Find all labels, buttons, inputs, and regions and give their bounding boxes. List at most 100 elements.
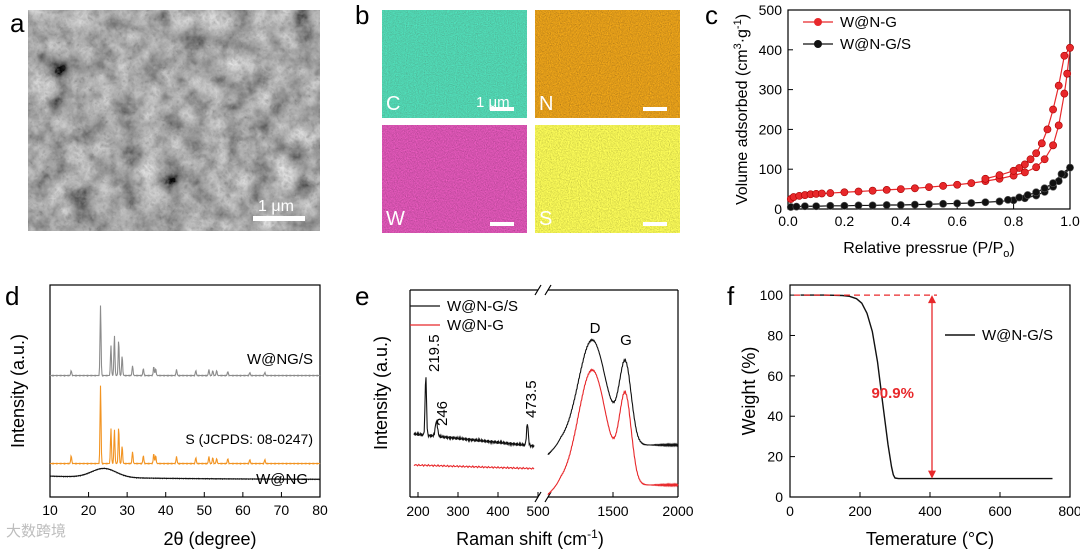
x-axis-label-c: Relative pressrue (P/Po) (843, 240, 1015, 260)
data-point-c (896, 185, 905, 193)
y-tick-label-f: 20 (767, 449, 783, 465)
data-point-c (1026, 155, 1035, 164)
x-tick-label-d: 50 (196, 502, 212, 518)
legend-marker-c (814, 40, 822, 48)
data-point-c (981, 174, 990, 183)
eds-map-n (535, 10, 680, 118)
x-tick-label-e: 2000 (662, 503, 693, 519)
data-point-c (1023, 191, 1032, 199)
y-tick-label-c: 0 (774, 201, 782, 217)
data-point-c (911, 184, 919, 193)
x-axis-label-end-c: ) (1009, 240, 1014, 257)
x-tick-label-f: 600 (988, 503, 1012, 519)
series-line-d-1 (49, 385, 321, 466)
x-axis-label-sup-e: -1 (587, 527, 598, 541)
series-line-e-left-0 (413, 377, 535, 449)
data-point-c (840, 188, 849, 197)
data-point-c (1009, 166, 1018, 175)
data-point-c (967, 199, 976, 207)
sem-image-a (28, 10, 320, 231)
y-tick-label-c: 100 (759, 161, 783, 177)
y-tick-label-c: 400 (759, 42, 783, 58)
chart-d: 10 20 30 40 50 60 70 80 2θ (degree) Intensity (a.… (8, 284, 328, 549)
axis-break-mark-e (544, 284, 552, 296)
panel-label-c: c (705, 0, 718, 30)
x-tick-label-c: 0.0 (778, 213, 798, 229)
y-tick-label-c: 200 (759, 121, 783, 137)
chart-c: 0.0 0.2 0.4 0.6 0.8 1.0 0 100 200 300 400 500 Relati… (732, 2, 1080, 260)
x-axis-label-e: Raman shift (cm-1) (456, 527, 604, 549)
data-point-c (925, 200, 933, 209)
data-point-c (1020, 168, 1029, 177)
x-axis-label-f: Temerature (°C) (866, 529, 994, 549)
panel-label-e: e (355, 281, 369, 311)
data-point-c (953, 199, 962, 208)
data-point-c (1054, 81, 1063, 90)
eds-scale-bar-label: 1 μm (476, 94, 510, 111)
data-point-c (925, 183, 933, 192)
data-point-c (995, 197, 1004, 206)
eds-label-w: W (386, 208, 405, 230)
data-point-c (826, 189, 835, 197)
x-tick-label-f: 0 (786, 503, 794, 519)
eds-scale-bar-s (643, 222, 667, 226)
data-point-c (911, 200, 919, 209)
y-tick-label-f: 0 (775, 489, 783, 505)
data-point-c (1004, 195, 1012, 204)
y-axis-label-end-c: ) (734, 14, 751, 19)
series-line-c-0 (790, 45, 1071, 200)
axis-break-mark-e (544, 491, 552, 503)
data-point-c (1032, 163, 1041, 172)
y-axis-label-f: Weight (%) (739, 347, 759, 436)
data-point-c (1049, 179, 1057, 188)
y-axis-label-d: Intensity (a.u.) (8, 334, 28, 448)
annotation-d-2: S (JCPDS: 08-0247) (185, 431, 313, 447)
data-point-c (854, 187, 863, 196)
x-tick-label-f: 200 (848, 503, 872, 519)
axis-break-mark-e (534, 284, 542, 296)
sem-texture (28, 10, 320, 231)
eds-map-s (535, 125, 680, 233)
annotation-d-1: W@NG/S (247, 351, 313, 368)
x-tick-label-d: 40 (158, 502, 174, 518)
data-point-c (953, 180, 962, 189)
x-tick-label-d: 10 (42, 502, 58, 518)
x-axis-label-d: 2θ (degree) (163, 529, 256, 549)
eds-scale-bar-c (490, 107, 514, 111)
data-point-c (1066, 163, 1074, 172)
eds-label-c: C (386, 93, 400, 115)
series-line-e-right-1 (547, 368, 679, 496)
x-tick-label-d: 80 (312, 502, 328, 518)
x-tick-label-e: 300 (446, 503, 470, 519)
data-point-c (801, 202, 809, 211)
legend-label-e: W@N-G (447, 317, 504, 334)
data-point-c (896, 201, 905, 209)
series-line-e-left-1 (413, 463, 535, 471)
data-point-c (1054, 121, 1063, 130)
series-line-d-2 (49, 467, 321, 481)
annotation-arrowhead-down-f (928, 470, 936, 479)
y-axis-label-sup1-c: 3 (732, 43, 744, 49)
chart-f: 0 200 400 600 800 0 20 40 60 80 100 Temerature (°C)… (739, 284, 1080, 549)
panel-label-a: a (10, 8, 25, 38)
series-line-f (800, 294, 1053, 480)
plot-frame-f (789, 284, 1071, 498)
data-point-c (1066, 43, 1074, 52)
x-tick-label-f: 800 (1058, 503, 1080, 519)
data-point-c (840, 201, 849, 210)
data-point-c (1037, 139, 1046, 148)
x-tick-label-c: 0.2 (835, 213, 855, 229)
eds-map-w (382, 125, 527, 233)
x-tick-label-d: 70 (274, 502, 290, 518)
eds-label-s: S (539, 208, 552, 230)
y-axis-label-c: Volume adsorbed (cm3·g-1) (732, 14, 751, 205)
watermark: 大数跨境 (6, 522, 67, 540)
data-point-c (995, 171, 1004, 180)
data-point-c (812, 202, 821, 211)
y-tick-label-f: 60 (767, 368, 783, 384)
eds-scale-bar-n (643, 107, 667, 111)
x-tick-label-c: 1.0 (1060, 213, 1080, 229)
scale-bar-label-a: 1 μm (258, 198, 294, 215)
x-tick-label-d: 20 (81, 502, 97, 518)
x-tick-label-e: 500 (526, 503, 550, 519)
